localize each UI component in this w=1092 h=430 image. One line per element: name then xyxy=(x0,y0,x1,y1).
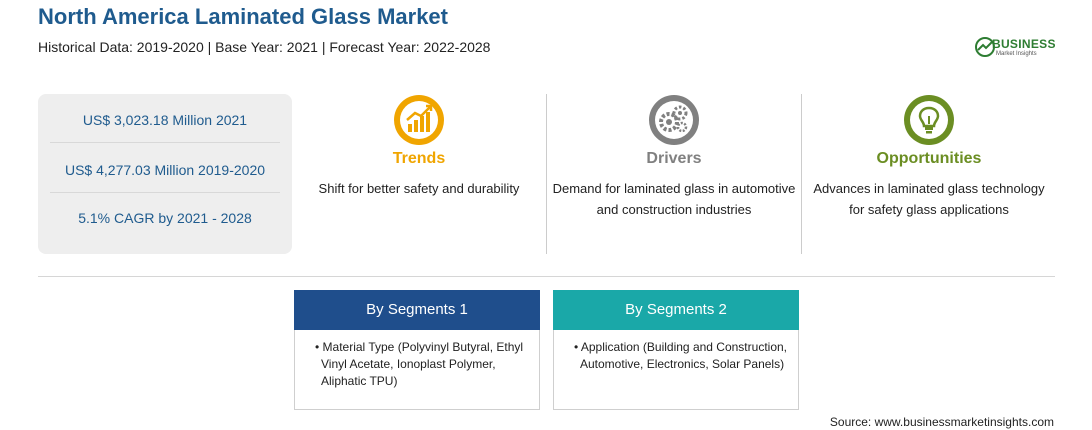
drivers-column: Drivers Demand for laminated glass in au… xyxy=(551,94,797,254)
trends-title: Trends xyxy=(392,150,446,167)
page-subtitle: Historical Data: 2019-2020 | Base Year: … xyxy=(38,39,491,55)
column-divider xyxy=(801,94,802,254)
drivers-text: Demand for laminated glass in automotive… xyxy=(552,181,796,217)
segment-2-list: • Application (Building and Construction… xyxy=(566,339,794,373)
segment-card-2: By Segments 2 • Application (Building an… xyxy=(553,290,799,410)
segment-2-title: By Segments 2 xyxy=(553,290,799,330)
bullet: • xyxy=(574,340,579,354)
stat-cagr: 5.1% CAGR by 2021 - 2028 xyxy=(78,210,252,226)
opportunities-text: Advances in laminated glass technology f… xyxy=(813,181,1045,217)
stat-divider xyxy=(50,142,280,143)
opportunities-column: Opportunities Advances in laminated glas… xyxy=(806,94,1052,254)
segment-card-1: By Segments 1 • Material Type (Polyvinyl… xyxy=(294,290,540,410)
lightbulb-icon xyxy=(904,95,954,145)
market-stats-panel: US$ 3,023.18 Million 2021 US$ 4,277.03 M… xyxy=(38,94,292,254)
source-note: Source: www.businessmarketinsights.com xyxy=(829,415,1054,429)
segment-1-title: By Segments 1 xyxy=(294,290,540,330)
trends-text: Shift for better safety and durability xyxy=(318,181,520,196)
drivers-title: Drivers xyxy=(646,150,702,167)
stat-divider xyxy=(50,192,280,193)
opportunities-title: Opportunities xyxy=(876,150,982,167)
gears-icon xyxy=(649,95,699,145)
brand-logo: BUSINESS Market Insights xyxy=(974,34,1064,62)
segment-1-text: Material Type (Polyvinyl Butyral, Ethyl … xyxy=(321,340,524,388)
bullet: • xyxy=(315,340,320,354)
stat-market-size-historical: US$ 4,277.03 Million 2019-2020 xyxy=(64,162,266,178)
globe-icon xyxy=(975,37,995,57)
stat-market-size-2021: US$ 3,023.18 Million 2021 xyxy=(82,112,248,128)
segment-1-list: • Material Type (Polyvinyl Butyral, Ethy… xyxy=(307,339,535,390)
segment-2-text: Application (Building and Construction, … xyxy=(580,340,787,371)
segment-2-item: • Application (Building and Construction… xyxy=(566,339,794,373)
logo-word: BUSINESS xyxy=(992,37,1056,51)
section-divider xyxy=(38,276,1055,277)
trends-column: Trends Shift for better safety and durab… xyxy=(296,94,542,254)
segment-1-item: • Material Type (Polyvinyl Butyral, Ethy… xyxy=(307,339,535,390)
column-divider xyxy=(546,94,547,254)
page-title: North America Laminated Glass Market xyxy=(38,4,448,29)
trend-chart-icon xyxy=(394,95,444,145)
logo-tagline: Market Insights xyxy=(996,51,1037,57)
